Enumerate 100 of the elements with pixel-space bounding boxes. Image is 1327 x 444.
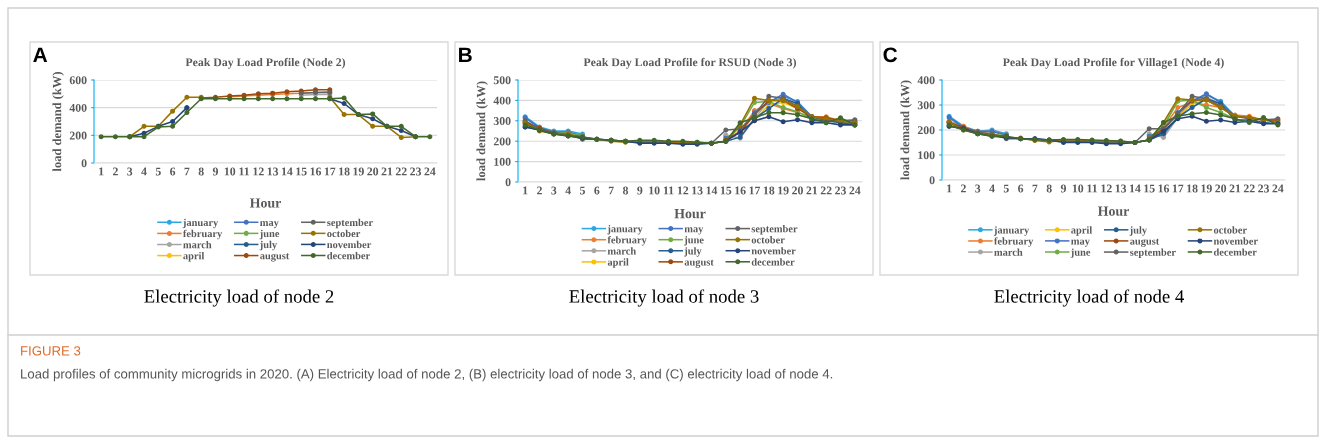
legend-label: february [994, 237, 1034, 247]
y-axis-title: load demand (kW) [476, 81, 488, 181]
text: Electricity load of node 3 [569, 289, 759, 307]
x-tick-label: 11 [239, 167, 250, 176]
x-tick-label: 24 [849, 186, 861, 195]
legend-label: december [327, 251, 370, 260]
x-tick-label: 6 [170, 167, 176, 176]
y-axis-title: load demand (kW) [900, 80, 912, 180]
legend-label: october [751, 236, 785, 244]
x-tick-label: 10 [224, 167, 236, 176]
x-tick-label: 22 [1243, 184, 1255, 193]
x-tick-label: 4 [141, 167, 147, 176]
legend-label: january [182, 218, 219, 229]
x-tick-label: 6 [1018, 184, 1024, 193]
x-tick-label: 21 [381, 167, 393, 176]
legend-label: june [1070, 248, 1091, 258]
text: Electricity load of node 4 [994, 289, 1184, 307]
text: Load profiles of community microgrids in 2020. (A) Electricity load of node 2, (B) electricity load of node 3, and (C) electricity load of node 4. [21, 368, 833, 382]
x-tick-label: 2 [537, 186, 542, 195]
x-tick-label: 10 [649, 186, 660, 195]
x-tick-label: 4 [989, 184, 995, 193]
y-tick-label: 400 [69, 103, 87, 112]
x-tick-label: 15 [1144, 184, 1155, 193]
x-tick-label: 11 [663, 186, 674, 195]
x-tick-label: 7 [608, 186, 614, 195]
x-tick-label: 9 [212, 167, 218, 176]
legend-label: november [751, 247, 796, 255]
legend-label: march [607, 247, 637, 255]
legend-label: july [259, 240, 278, 251]
x-tick-label: 3 [551, 186, 557, 195]
chart-title: Peak Day Load Profile (Node 2) [185, 57, 346, 69]
x-tick-label: 21 [1229, 184, 1241, 193]
x-tick-label: 17 [749, 186, 761, 195]
x-tick-label: 4 [565, 186, 571, 195]
legend-label: august [684, 259, 714, 268]
y-tick-label: 400 [493, 96, 511, 105]
text: B [459, 47, 472, 62]
legend-label: april [1071, 226, 1093, 236]
x-tick-label: 19 [778, 186, 789, 195]
x-axis-title: Hour [674, 209, 706, 219]
y-tick-label: 200 [493, 137, 511, 146]
x-tick-label: 3 [975, 184, 981, 193]
x-tick-label: 5 [580, 186, 586, 195]
x-tick-label: 12 [677, 186, 689, 195]
x-tick-label: 20 [792, 186, 803, 195]
legend-label: september [751, 224, 798, 235]
x-tick-label: 8 [1046, 184, 1052, 193]
x-tick-label: 9 [637, 186, 643, 195]
legend-label: february [183, 229, 223, 240]
x-tick-label: 8 [198, 167, 204, 176]
y-tick-label: 400 [917, 76, 935, 85]
legend-label: july [684, 247, 702, 257]
legend-label: april [607, 258, 629, 268]
x-tick-label: 14 [706, 186, 718, 195]
y-tick-label: 0 [81, 159, 87, 168]
x-tick-label: 19 [1201, 184, 1212, 193]
text: C [883, 47, 898, 63]
legend-label: january [607, 224, 643, 235]
legend-label: june [684, 236, 704, 246]
x-tick-label: 16 [735, 186, 746, 195]
legend-label: august [1130, 238, 1160, 247]
y-tick-label: 0 [929, 176, 935, 185]
x-tick-label: 6 [594, 186, 600, 195]
x-tick-label: 9 [1060, 184, 1066, 193]
x-tick-label: 18 [1187, 184, 1198, 193]
x-tick-label: 23 [410, 167, 422, 176]
x-tick-label: 11 [1087, 184, 1098, 193]
chart-title: Peak Day Load Profile for Village1 (Node 4) [1002, 57, 1224, 69]
y-tick-label: 100 [494, 157, 511, 166]
y-tick-label: 200 [69, 131, 87, 140]
x-tick-label: 24 [424, 167, 436, 176]
x-tick-label: 2 [960, 184, 966, 193]
legend-label: september [327, 218, 373, 229]
legend-label: november [327, 240, 372, 249]
y-tick-label: 300 [917, 101, 935, 110]
x-tick-label: 13 [1115, 184, 1127, 193]
legend-label: february [607, 236, 647, 246]
legend-label: may [1071, 239, 1090, 247]
x-tick-label: 17 [324, 167, 336, 176]
x-tick-label: 21 [806, 186, 818, 195]
x-tick-label: 5 [1003, 184, 1009, 193]
x-tick-label: 13 [692, 186, 703, 195]
legend-label: december [751, 258, 795, 266]
caption: FIGURE 3 [21, 346, 81, 356]
x-tick-label: 12 [1101, 184, 1112, 193]
x-tick-label: 1 [523, 186, 528, 195]
x-tick-label: 17 [1172, 184, 1184, 193]
x-tick-label: 16 [310, 167, 322, 176]
legend-label: april [183, 252, 205, 262]
y-tick-label: 300 [493, 117, 511, 126]
text: Electricity load of node 2 [144, 289, 334, 307]
x-tick-label: 13 [267, 167, 279, 176]
x-tick-label: 24 [1272, 184, 1284, 193]
legend-label: august [260, 253, 290, 262]
x-tick-label: 23 [835, 186, 846, 195]
x-tick-label: 23 [1258, 184, 1270, 193]
x-tick-label: 5 [155, 167, 161, 176]
legend-label: june [259, 229, 280, 240]
legend-label: october [1213, 226, 1247, 234]
legend-label: march [183, 240, 212, 249]
